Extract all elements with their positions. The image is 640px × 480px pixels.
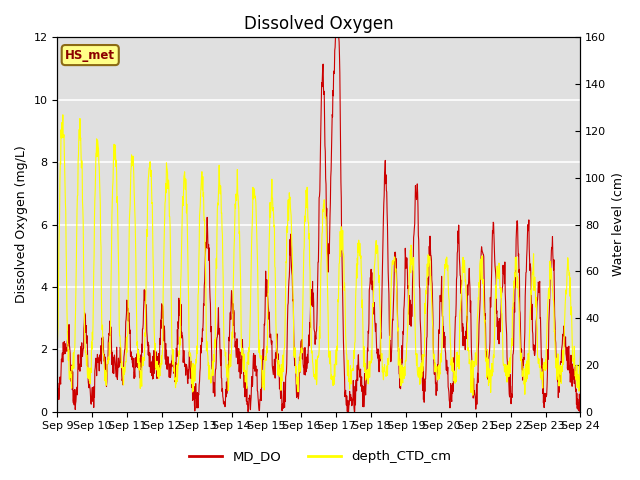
Y-axis label: Water level (cm): Water level (cm) <box>612 173 625 276</box>
Text: HS_met: HS_met <box>65 48 115 61</box>
Y-axis label: Dissolved Oxygen (mg/L): Dissolved Oxygen (mg/L) <box>15 145 28 303</box>
Title: Dissolved Oxygen: Dissolved Oxygen <box>244 15 394 33</box>
Legend: MD_DO, depth_CTD_cm: MD_DO, depth_CTD_cm <box>184 445 456 468</box>
